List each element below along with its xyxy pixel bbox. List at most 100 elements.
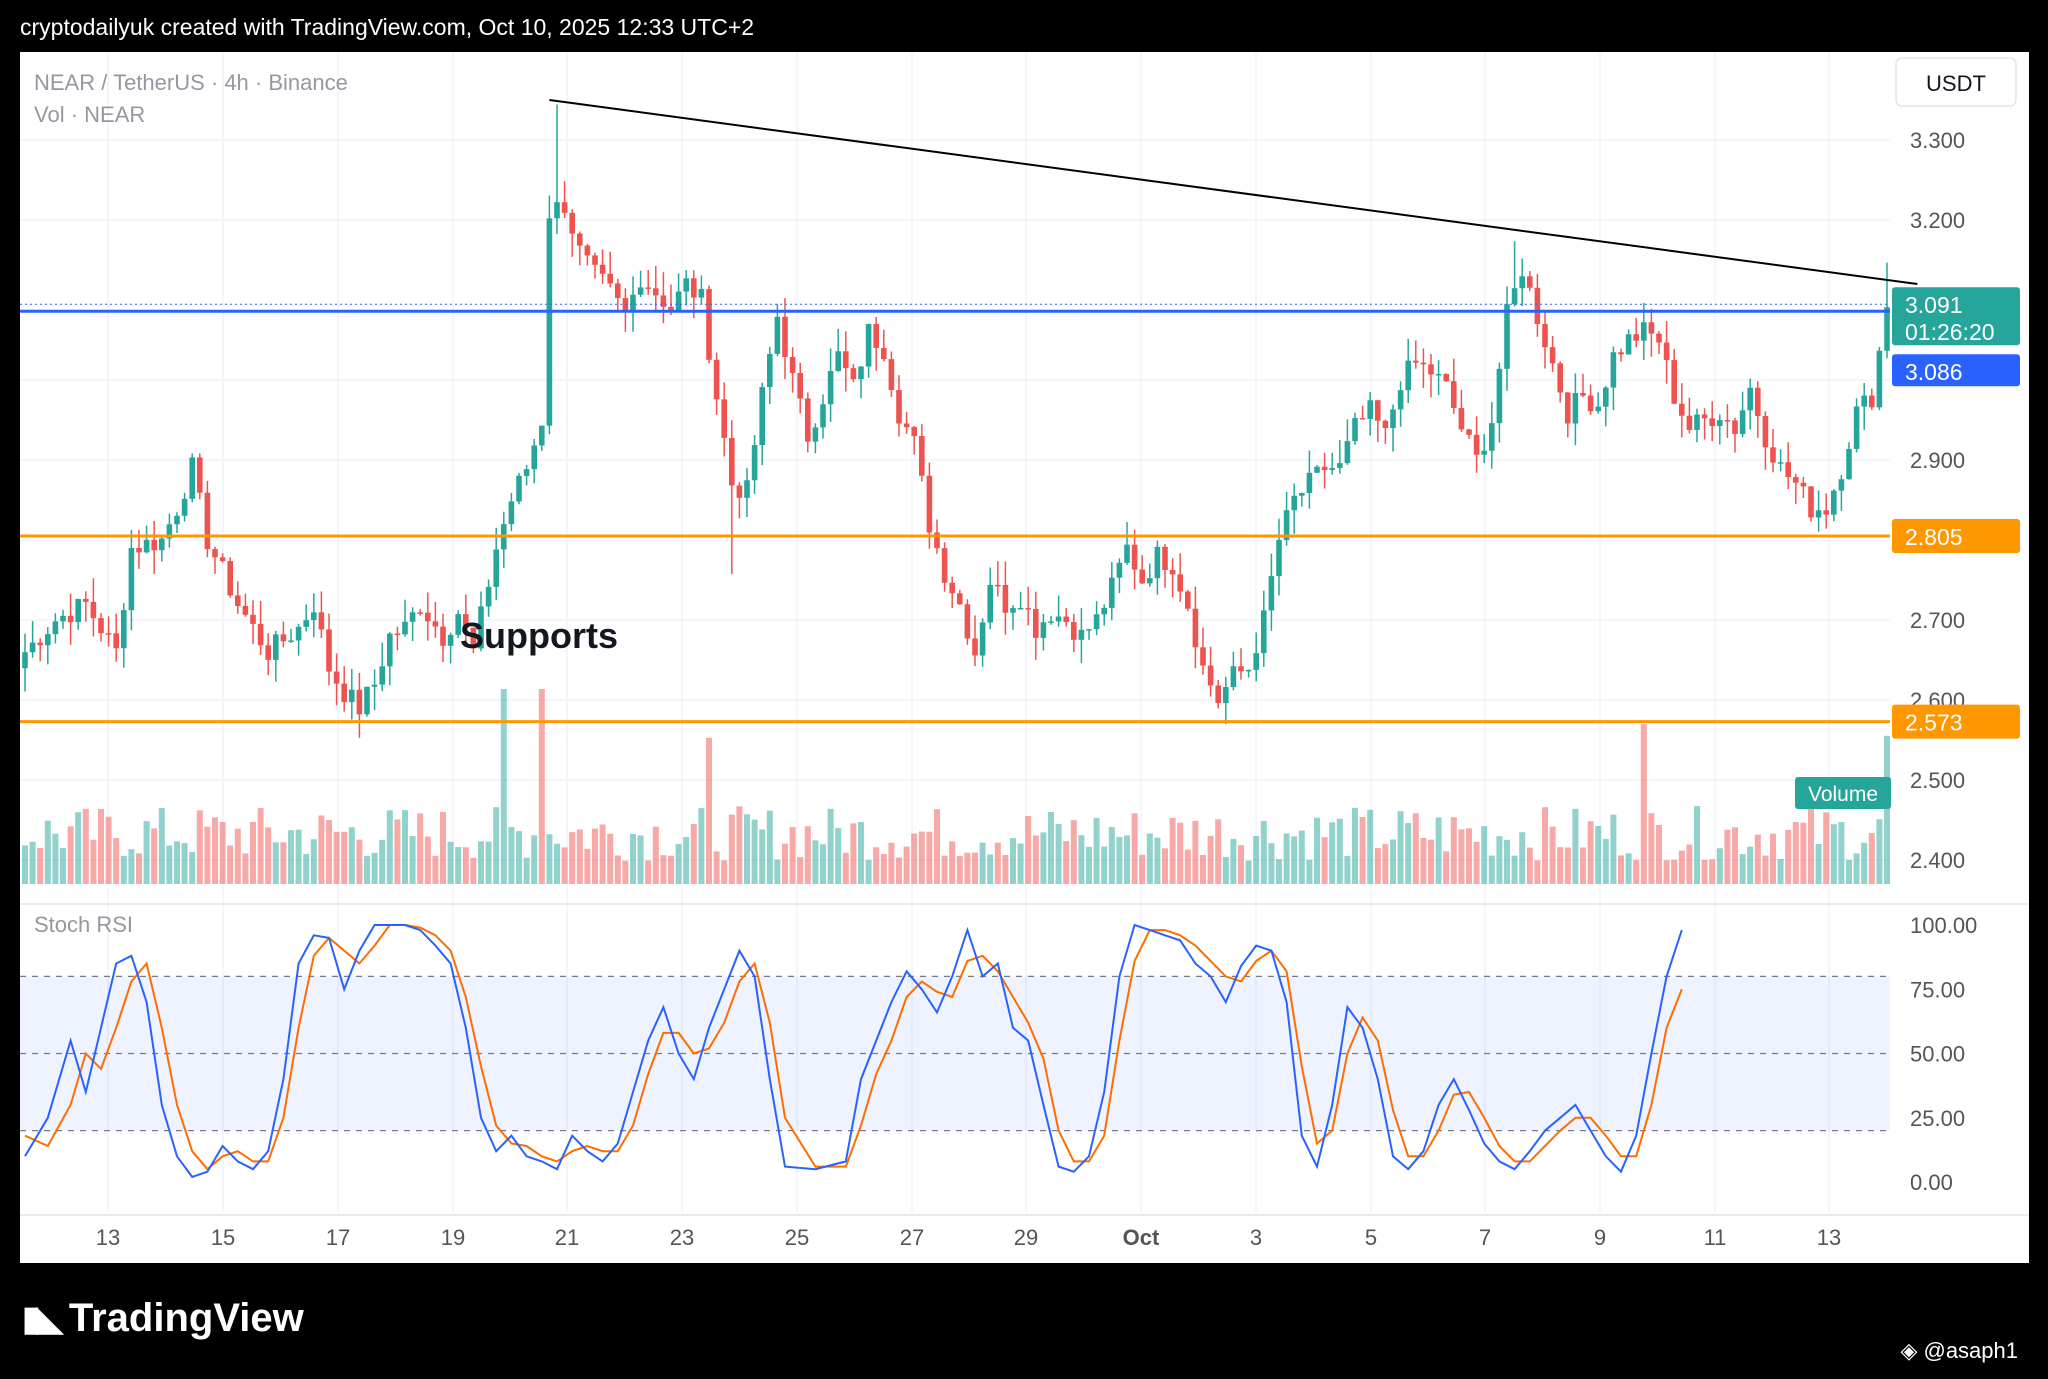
- candle-body: [759, 387, 765, 446]
- volume-bar: [341, 831, 348, 884]
- resistance-price-tag-text: 3.086: [1905, 359, 1963, 385]
- candle-body: [1724, 420, 1731, 422]
- candle-body: [447, 634, 454, 646]
- volume-bar: [1800, 822, 1807, 884]
- volume-bar: [1846, 859, 1852, 884]
- candle-body: [1200, 647, 1206, 666]
- candle-body: [318, 612, 325, 630]
- chart-panel[interactable]: 3.300 3.200 2.900 2.700 2.600 2.500 2.400 13 15 1…: [20, 52, 2029, 1263]
- candle-body: [1299, 492, 1305, 496]
- candle-body: [440, 626, 446, 646]
- volume-bar: [1139, 854, 1146, 884]
- candle-body: [1063, 616, 1069, 623]
- volume-bar: [1055, 823, 1062, 884]
- volume-bars: [22, 689, 1890, 884]
- candle-body: [645, 287, 651, 289]
- volume-bar: [1678, 850, 1685, 884]
- volume-bar: [865, 859, 872, 884]
- tradingview-logo-icon: ▮◣: [22, 1299, 63, 1338]
- volume-bar: [1656, 824, 1662, 884]
- volume-bar: [500, 689, 507, 884]
- volume-bar: [956, 856, 963, 884]
- candle-body: [1147, 578, 1153, 584]
- time-tick-label: 29: [1014, 1225, 1038, 1250]
- volume-bar: [493, 807, 500, 884]
- candle-body: [1367, 400, 1373, 419]
- volume-bar: [1876, 819, 1883, 884]
- candle-body: [242, 605, 249, 615]
- candle-body: [1025, 607, 1031, 610]
- candle-body: [1253, 653, 1259, 670]
- volume-bar: [432, 855, 439, 884]
- candle-body: [1527, 276, 1533, 288]
- volume-bar: [394, 819, 401, 884]
- volume-bar: [797, 857, 804, 884]
- candle-body: [1329, 468, 1335, 471]
- candle-body: [850, 368, 857, 380]
- candle-body: [463, 614, 469, 628]
- candle-body: [508, 501, 515, 525]
- candle-body: [1732, 420, 1738, 434]
- volume-bar: [1428, 839, 1434, 884]
- volume-bar: [1367, 809, 1374, 884]
- candle-body: [789, 356, 796, 373]
- candle-body: [1762, 416, 1769, 448]
- volume-bar: [1542, 807, 1548, 884]
- currency-button[interactable]: USDT: [1895, 57, 2017, 107]
- candle-body: [280, 634, 287, 642]
- candle-body: [1382, 420, 1389, 429]
- resistance-price-tag: 3.086: [1892, 354, 2020, 387]
- tradingview-logo[interactable]: ▮◣ TradingView: [22, 1296, 304, 1341]
- volume-bar: [1747, 846, 1754, 884]
- volume-bar: [941, 855, 948, 884]
- volume-bar: [1268, 843, 1275, 884]
- volume-bar: [576, 829, 583, 884]
- grid: [20, 52, 1890, 1212]
- volume-bar: [637, 835, 644, 884]
- volume-bar: [690, 823, 697, 884]
- candle-body: [964, 604, 971, 639]
- stoch-band: [20, 976, 1890, 1131]
- candle-body: [1238, 666, 1244, 672]
- candle-body: [919, 436, 925, 476]
- candle-body: [1800, 482, 1807, 487]
- candle-body: [1534, 287, 1541, 324]
- time-tick-label: 9: [1594, 1225, 1606, 1250]
- volume-bar: [158, 807, 165, 884]
- candle-body: [90, 601, 97, 619]
- candle-body: [60, 615, 66, 622]
- volume-bar: [1291, 836, 1298, 884]
- candle-body: [516, 475, 522, 502]
- candle-body: [1663, 342, 1670, 361]
- volume-bar: [447, 841, 454, 884]
- candle-body: [311, 612, 317, 621]
- volume-bar: [52, 833, 59, 884]
- volume-bar: [303, 853, 310, 884]
- candle-body: [75, 598, 81, 623]
- volume-bar: [440, 812, 446, 884]
- candle-body: [45, 634, 51, 646]
- candle-body: [569, 212, 575, 234]
- candle-body: [1139, 569, 1145, 584]
- volume-bar: [1724, 829, 1731, 884]
- supports-annotation[interactable]: Supports: [460, 615, 618, 656]
- candle-body: [1002, 585, 1009, 613]
- volume-bar: [1154, 837, 1161, 884]
- candle-body: [1823, 510, 1829, 515]
- volume-bar: [774, 859, 781, 884]
- candle-body: [1831, 490, 1837, 515]
- volume-bar: [918, 831, 925, 884]
- candle-body: [1603, 387, 1609, 407]
- price-tick-label: 2.900: [1910, 448, 1965, 473]
- volume-bar: [1618, 855, 1624, 884]
- candle-body: [1473, 434, 1480, 455]
- volume-bar: [1336, 818, 1343, 884]
- volume-bar: [592, 828, 598, 884]
- candle-body: [1496, 368, 1503, 424]
- candle-body: [235, 595, 241, 606]
- candle-body: [273, 634, 279, 660]
- volume-bar: [455, 847, 462, 884]
- candle-body: [1071, 622, 1077, 640]
